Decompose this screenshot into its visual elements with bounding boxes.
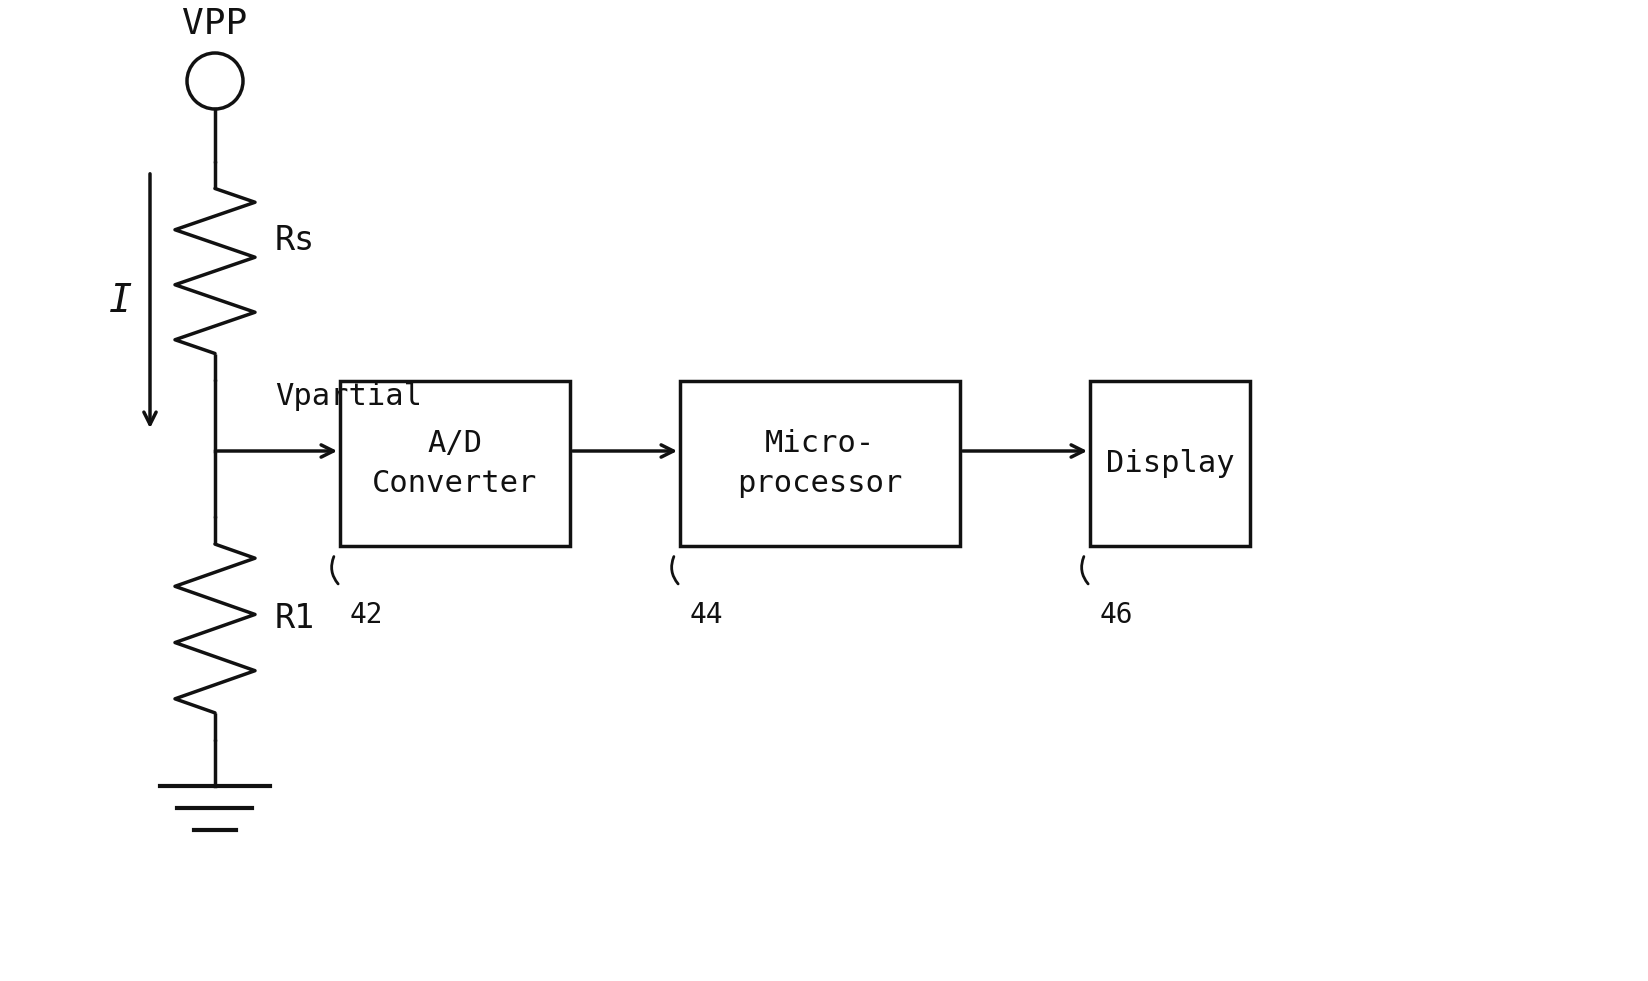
Bar [1089,381,1249,546]
Text: VPP: VPP [183,7,247,41]
Bar [681,381,961,546]
Text: 46: 46 [1099,601,1134,629]
Text: I: I [109,282,132,320]
Text: R1: R1 [275,602,315,635]
Text: A/D
Converter: A/D Converter [372,429,537,498]
Text: Vpartial: Vpartial [275,382,422,411]
Text: Rs: Rs [275,225,315,257]
Text: Display: Display [1106,449,1234,478]
Text: Micro-
processor: Micro- processor [737,429,903,498]
Bar [339,381,570,546]
Text: 42: 42 [349,601,384,629]
Text: 44: 44 [691,601,723,629]
